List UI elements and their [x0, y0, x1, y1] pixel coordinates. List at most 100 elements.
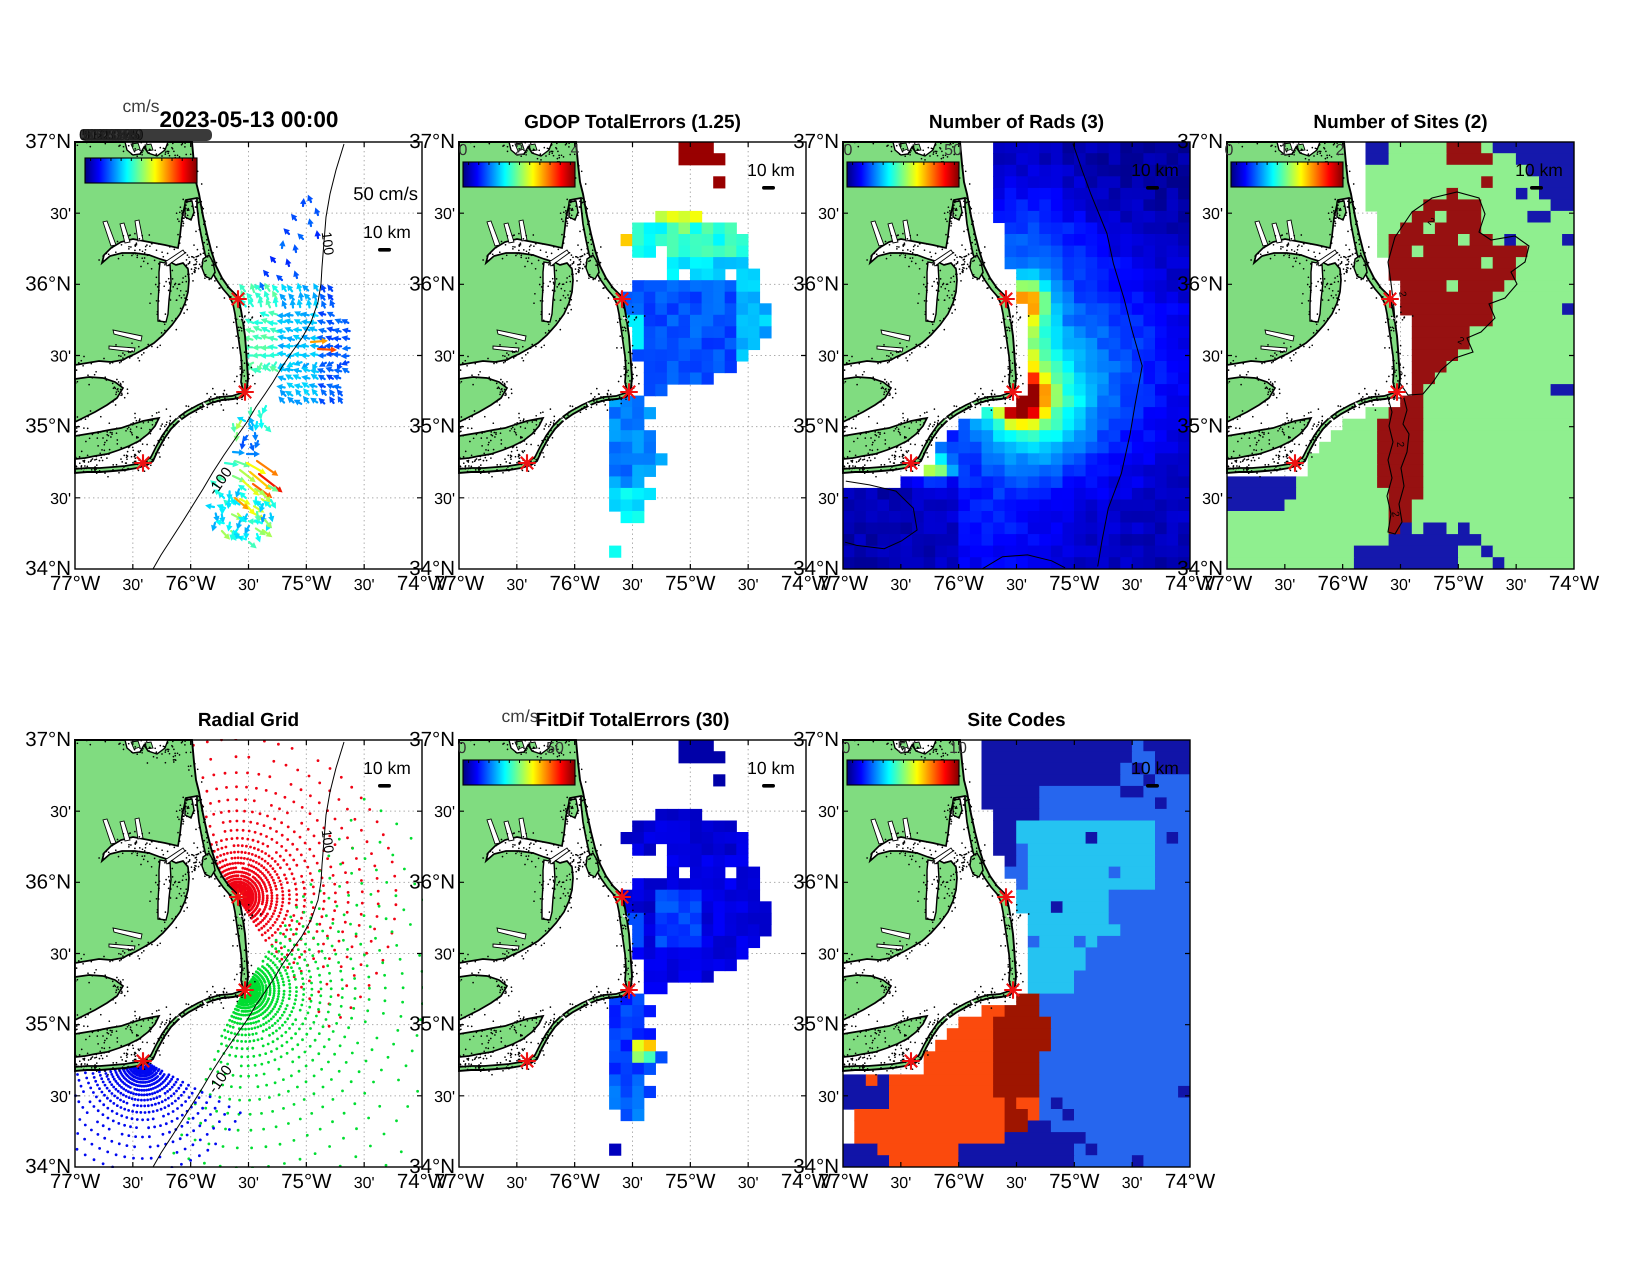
svg-text:75°W: 75°W — [281, 1170, 332, 1193]
svg-text:30': 30' — [434, 804, 455, 821]
svg-text:75°W: 75°W — [665, 572, 716, 595]
svg-text:50 cm/s: 50 cm/s — [353, 183, 418, 204]
svg-text:30': 30' — [622, 1175, 643, 1192]
svg-text:34°N: 34°N — [25, 1155, 71, 1178]
svg-text:30': 30' — [1122, 577, 1143, 594]
svg-text:10: 10 — [949, 740, 967, 757]
svg-text:30': 30' — [890, 577, 911, 594]
svg-text:34°N: 34°N — [793, 1155, 839, 1178]
svg-text:10 km: 10 km — [747, 160, 795, 180]
svg-text:2023-05-13 00:00: 2023-05-13 00:00 — [160, 107, 339, 132]
svg-text:Site Codes: Site Codes — [967, 710, 1065, 731]
svg-text:30': 30' — [506, 1175, 527, 1192]
svg-text:76°W: 76°W — [165, 572, 216, 595]
svg-text:77°W: 77°W — [434, 1170, 485, 1193]
svg-text:0 5 10 15 20 25 30 35 40 45 50: 0 5 10 15 20 25 30 35 40 45 50 — [79, 127, 144, 144]
svg-text:Number of Sites (2): Number of Sites (2) — [1313, 112, 1487, 133]
svg-text:74°W: 74°W — [781, 1170, 832, 1193]
svg-text:74°W: 74°W — [397, 1170, 448, 1193]
svg-text:75°W: 75°W — [665, 1170, 716, 1193]
svg-text:35°N: 35°N — [409, 1013, 455, 1036]
svg-text:75°W: 75°W — [1049, 1170, 1100, 1193]
svg-text:30': 30' — [50, 491, 71, 508]
svg-text:30': 30' — [818, 206, 839, 223]
svg-text:2: 2 — [1456, 335, 1467, 348]
svg-text:50: 50 — [546, 740, 564, 757]
svg-text:35°N: 35°N — [793, 415, 839, 438]
svg-text:30': 30' — [1202, 206, 1223, 223]
svg-text:30': 30' — [1390, 577, 1411, 594]
svg-text:34°N: 34°N — [1177, 557, 1223, 580]
svg-text:36°N: 36°N — [793, 870, 839, 893]
svg-text:30': 30' — [1006, 1175, 1027, 1192]
svg-text:2: 2 — [1396, 291, 1408, 299]
svg-text:77°W: 77°W — [50, 1170, 101, 1193]
svg-text:30': 30' — [1006, 577, 1027, 594]
svg-text:77°W: 77°W — [818, 1170, 869, 1193]
svg-text:30': 30' — [738, 577, 759, 594]
svg-text:0: 0 — [1225, 142, 1234, 159]
svg-text:10 km: 10 km — [1515, 160, 1563, 180]
svg-text:0: 0 — [844, 142, 853, 159]
svg-text:30': 30' — [1202, 491, 1223, 508]
svg-text:37°N: 37°N — [409, 728, 455, 751]
svg-text:30': 30' — [50, 1089, 71, 1106]
svg-text:4: 4 — [571, 142, 580, 159]
svg-text:75°W: 75°W — [281, 572, 332, 595]
svg-text:36°N: 36°N — [25, 870, 71, 893]
svg-text:2: 2 — [1389, 511, 1401, 519]
svg-text:75°W: 75°W — [1049, 572, 1100, 595]
svg-text:10 km: 10 km — [363, 758, 411, 778]
svg-text:10 km: 10 km — [1131, 160, 1179, 180]
svg-text:77°W: 77°W — [1202, 572, 1253, 595]
svg-text:36°N: 36°N — [409, 870, 455, 893]
svg-text:35°N: 35°N — [25, 1013, 71, 1036]
svg-text:75°W: 75°W — [1433, 572, 1484, 595]
svg-text:50: 50 — [944, 142, 962, 159]
svg-text:74°W: 74°W — [1165, 572, 1216, 595]
svg-text:10 km: 10 km — [747, 758, 795, 778]
svg-text:30': 30' — [434, 491, 455, 508]
svg-text:30': 30' — [1122, 1175, 1143, 1192]
svg-text:36°N: 36°N — [409, 272, 455, 295]
svg-text:GDOP TotalErrors (1.25): GDOP TotalErrors (1.25) — [524, 112, 741, 133]
svg-text:30': 30' — [622, 577, 643, 594]
svg-text:FitDif TotalErrors (30): FitDif TotalErrors (30) — [536, 710, 730, 731]
svg-text:35°N: 35°N — [409, 415, 455, 438]
svg-text:74°W: 74°W — [781, 572, 832, 595]
svg-text:10 km: 10 km — [363, 222, 411, 242]
svg-text:30': 30' — [818, 491, 839, 508]
svg-text:30': 30' — [434, 206, 455, 223]
svg-text:36°N: 36°N — [1177, 272, 1223, 295]
svg-text:76°W: 76°W — [1317, 572, 1368, 595]
svg-text:34°N: 34°N — [25, 557, 71, 580]
svg-text:5: 5 — [898, 740, 907, 757]
svg-text:30': 30' — [506, 577, 527, 594]
svg-text:cm/s: cm/s — [123, 96, 160, 116]
svg-text:30': 30' — [122, 1175, 143, 1192]
svg-text:30': 30' — [50, 349, 71, 366]
svg-text:30': 30' — [1202, 349, 1223, 366]
svg-text:36°N: 36°N — [793, 272, 839, 295]
svg-text:36°N: 36°N — [25, 272, 71, 295]
svg-text:30': 30' — [818, 1089, 839, 1106]
svg-text:34°N: 34°N — [409, 1155, 455, 1178]
svg-text:37°N: 37°N — [409, 130, 455, 153]
svg-text:30': 30' — [50, 947, 71, 964]
svg-text:0: 0 — [459, 142, 468, 159]
svg-text:34°N: 34°N — [409, 557, 455, 580]
svg-text:2: 2 — [515, 142, 524, 159]
svg-text:30': 30' — [818, 349, 839, 366]
svg-text:74°W: 74°W — [397, 572, 448, 595]
svg-text:30': 30' — [50, 206, 71, 223]
svg-text:37°N: 37°N — [1177, 130, 1223, 153]
svg-text:30': 30' — [434, 349, 455, 366]
svg-text:30': 30' — [238, 577, 259, 594]
svg-text:2: 2 — [1336, 142, 1345, 159]
svg-text:10 km: 10 km — [1131, 758, 1179, 778]
svg-text:100: 100 — [319, 829, 338, 854]
svg-text:30': 30' — [354, 577, 375, 594]
svg-text:30': 30' — [238, 1175, 259, 1192]
svg-text:30': 30' — [818, 947, 839, 964]
svg-text:100: 100 — [319, 231, 338, 256]
